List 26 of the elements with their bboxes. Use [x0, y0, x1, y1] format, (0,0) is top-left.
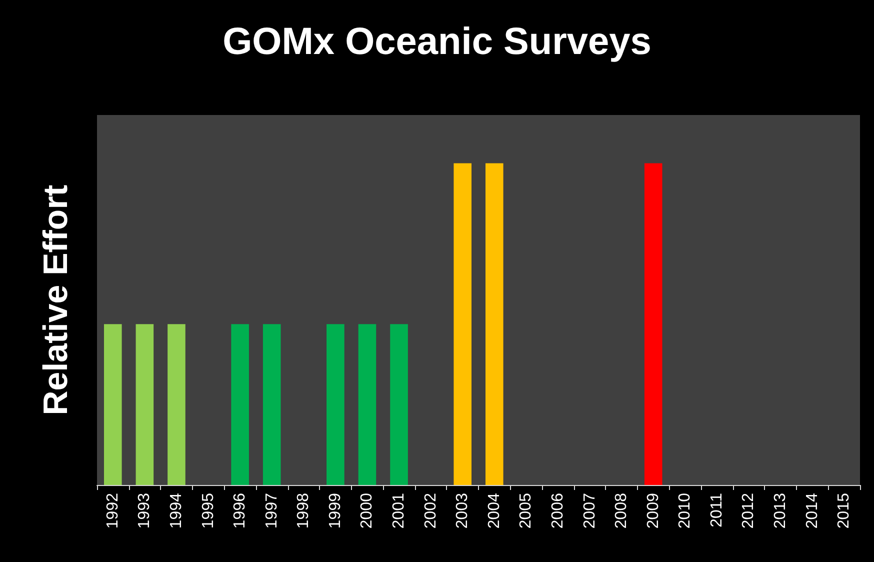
x-tick-label: 1994 — [168, 492, 185, 529]
y-axis-title: Relative Effort — [37, 184, 75, 416]
x-tick-label: 2000 — [358, 492, 376, 529]
x-tick-label: 2008 — [613, 492, 630, 529]
x-tick-label: 2006 — [549, 492, 566, 529]
x-tick-label: 2001 — [390, 492, 408, 529]
x-tick-label: 2015 — [836, 492, 853, 529]
x-tick-label: 2013 — [772, 492, 790, 529]
x-tick-label: 2012 — [740, 492, 758, 529]
x-tick-label: 2007 — [581, 492, 598, 529]
x-tick-label: 2004 — [486, 492, 503, 529]
x-tick-label: 2010 — [676, 492, 694, 529]
x-tick-label: 2014 — [804, 492, 821, 529]
x-tick-label: 1993 — [136, 492, 154, 529]
x-tick-label: 1997 — [263, 492, 280, 529]
chart-title: GOMx Oceanic Surveys — [222, 21, 652, 63]
x-tick-label: 2005 — [518, 492, 535, 529]
x-tick-label: 1998 — [295, 492, 312, 529]
x-tick-label: 2003 — [454, 492, 472, 529]
x-tick-label: 2009 — [644, 492, 662, 529]
x-tick-label: 1999 — [326, 492, 344, 529]
x-tick-label: 2011 — [708, 492, 726, 528]
x-tick-label: 1995 — [200, 492, 217, 529]
x-tick-label: 1996 — [232, 492, 249, 529]
x-tick-label: 1992 — [104, 492, 122, 529]
x-tick-label: 2002 — [422, 492, 440, 529]
